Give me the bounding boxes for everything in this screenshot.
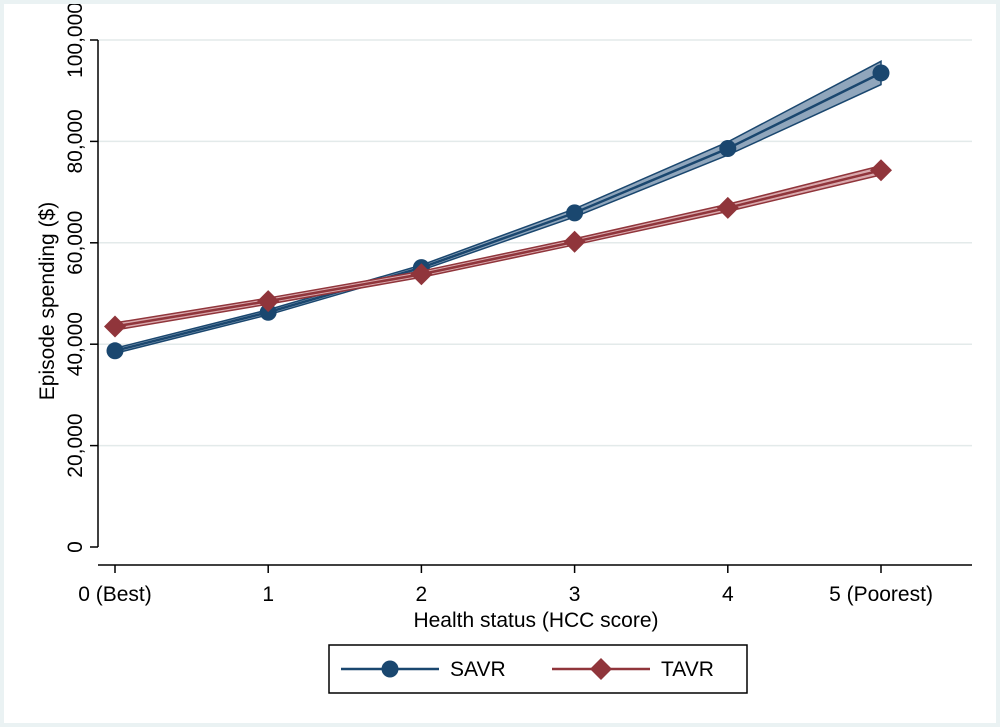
y-tick-label-0: 0 [64, 541, 87, 553]
legend-item-tavr: TAVR [552, 658, 714, 681]
point-savr-4 [719, 139, 737, 157]
x-tick-label-0: 0 (Best) [78, 583, 152, 606]
y-tick-label-5: 100,000 [64, 4, 87, 78]
y-tick-label-1: 20,000 [64, 413, 87, 477]
point-savr-1 [259, 303, 277, 321]
x-tick-label-1: 1 [262, 583, 274, 606]
series-plot [104, 60, 892, 360]
point-tavr-4 [716, 196, 739, 219]
point-tavr-0 [104, 315, 126, 338]
x-axis-label: Health status (HCC score) [413, 609, 658, 632]
series-line-tavr [114, 169, 882, 328]
chart-frame: 0 20,000 40,000 60,000 80,000 100,000 0 (Best)… [4, 4, 996, 723]
series-tavr [104, 159, 892, 338]
point-tavr-2 [410, 263, 433, 286]
legend-marker-savr [381, 660, 399, 678]
series-line-savr [114, 71, 882, 353]
y-tick-label-3: 60,000 [64, 211, 87, 275]
x-tick-label-2: 2 [416, 583, 428, 606]
point-savr-0 [106, 342, 124, 360]
axes: 0 20,000 40,000 60,000 80,000 100,000 0 (Best)… [64, 4, 972, 606]
chart-svg: 0 20,000 40,000 60,000 80,000 100,000 0 (Best)… [36, 4, 972, 694]
legend: SAVR TAVR [328, 644, 748, 694]
point-tavr-5 [870, 159, 892, 182]
x-tick-label-3: 3 [569, 583, 581, 606]
legend-item-savr: SAVR [341, 658, 506, 681]
point-savr-5 [872, 64, 890, 82]
y-tick-label-2: 40,000 [64, 312, 87, 376]
ci-band-tavr [114, 164, 882, 331]
point-savr-3 [566, 204, 584, 222]
series-savr [106, 60, 890, 360]
y-tick-label-4: 80,000 [64, 109, 87, 173]
legend-marker-tavr [590, 658, 612, 680]
point-tavr-1 [257, 290, 280, 313]
x-tick-label-5: 5 (Poorest) [829, 583, 933, 606]
x-tick-label-4: 4 [722, 583, 734, 606]
grid-lines [98, 39, 972, 447]
y-axis-label: Episode spending ($) [36, 202, 59, 400]
legend-label-tavr: TAVR [661, 658, 714, 681]
legend-label-savr: SAVR [450, 658, 506, 681]
point-tavr-3 [563, 230, 586, 253]
